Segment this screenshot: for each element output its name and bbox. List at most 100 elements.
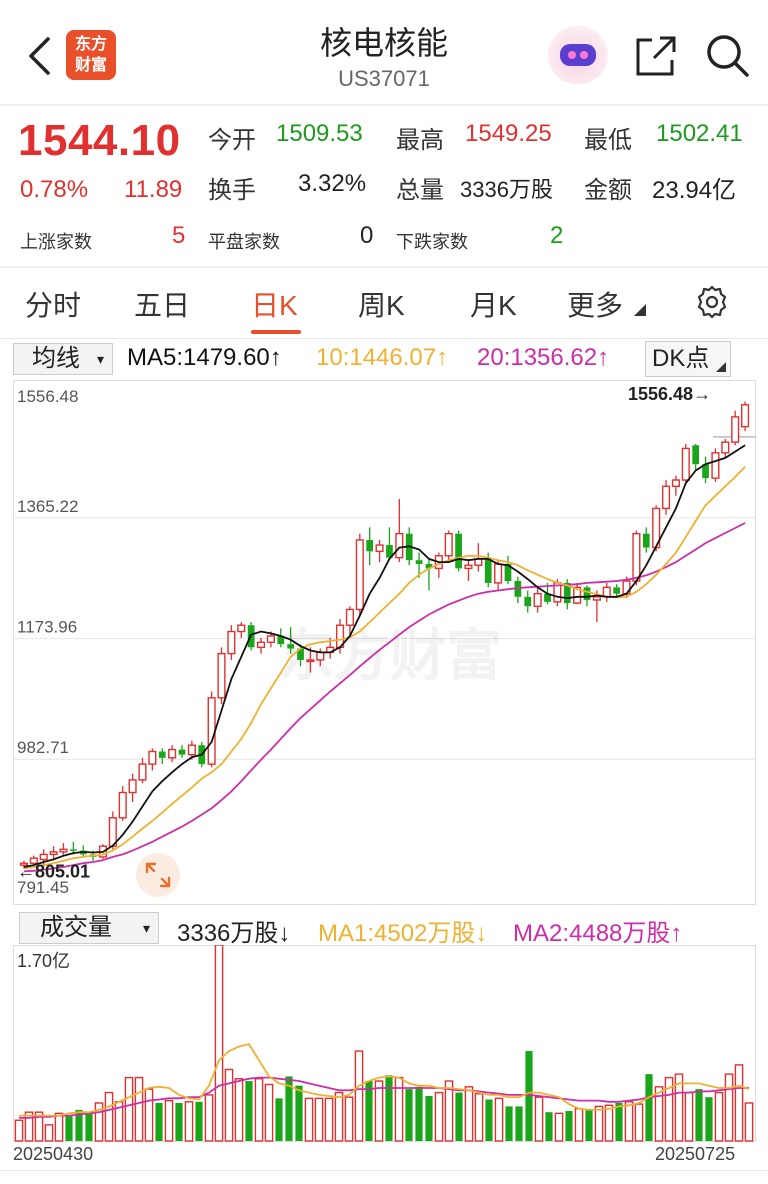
volume-bar [444,1080,454,1142]
volume-selector-label: 成交量 [40,914,112,941]
candle-body [59,848,68,853]
volume-bar [695,1089,703,1141]
volume-bar [425,1096,433,1141]
volume-bar [734,1064,744,1142]
volume-bar [65,1115,73,1141]
share-icon[interactable] [634,34,678,78]
search-icon[interactable] [704,32,750,78]
candle-body [573,586,582,604]
candle [366,527,374,566]
candle [375,539,384,563]
candle-body [49,851,58,856]
volume-bar [714,1091,724,1142]
candle-body [484,558,492,583]
tab-monthly-k[interactable]: 月K [470,290,517,321]
volume-bar [574,1108,584,1142]
volume-bar [75,1109,83,1141]
volume-bar [234,1078,244,1142]
back-arrow-icon[interactable] [26,36,52,76]
candle [563,579,571,610]
volume-bar [585,1109,593,1141]
volume-bar [144,1088,154,1142]
dk-point-button[interactable]: DK点 [645,341,731,377]
turnover-value: 3.32% [298,170,367,197]
settings-gear-icon[interactable] [694,284,730,320]
candle [524,590,532,613]
candle-body [375,544,384,553]
last-price: 1544.10 [18,116,181,165]
candle [256,637,266,654]
volume-indicator-selector[interactable]: 成交量 ▾ [19,912,159,944]
ma10-value: 10:1446.07↑ [316,344,449,371]
volume-bar [624,1101,634,1142]
max-price-marker: 1556.48→ [628,384,711,404]
volume-bar [674,1073,684,1142]
candle-body [702,464,709,479]
volume-axis-max: 1.70亿 [17,951,70,971]
tab-intraday[interactable]: 分时 [25,290,82,321]
volume-bar [314,1097,324,1142]
candle-body [29,857,38,864]
volume-bar [485,1099,493,1141]
app-logo[interactable]: 东方财富 [66,30,116,80]
high-label: 最高 [396,127,444,154]
tab-weekly-k[interactable]: 周K [358,290,405,321]
dropdown-caret-icon: ▾ [96,351,104,367]
ma20-value: 20:1356.62↑ [477,344,610,371]
volume-ma1-line [19,1043,750,1117]
candle-body [118,791,127,819]
kline-chart[interactable]: 1556.48 1365.22 1173.96 982.71 791.45 东方财富 1… [13,380,756,905]
candle-body [266,635,275,643]
candle [237,622,246,638]
candle-body [256,641,266,649]
candle-body [504,563,512,582]
candle [731,410,740,446]
open-value: 1509.53 [276,120,363,147]
volume-bar [405,1089,413,1141]
ma20-line [23,522,746,873]
candle [355,533,364,616]
candle-body [178,749,186,755]
candle-body [207,697,216,765]
expand-chart-button[interactable] [136,853,180,897]
candle [168,745,177,763]
tab-daily-k[interactable]: 日K [251,290,298,321]
indicator-selector[interactable]: 均线 ▾ [13,343,113,375]
ma-legend-row: 均线 ▾ MA5:1479.60↑ 10:1446.07↑ 20:1356.62… [0,340,768,378]
candle-body [425,563,433,569]
volume-chart[interactable]: 1.70亿 [13,945,756,1142]
candle-body [642,533,650,548]
amount-value: 23.94亿 [652,177,737,204]
tab-more[interactable]: 更多 [567,290,624,321]
volume-bar [415,1086,423,1141]
volume-bar [724,1073,734,1142]
robot-assistant-icon[interactable] [548,26,608,84]
volume-legend-row: 成交量 ▾ 3336万股↓ MA1:4502万股↓ MA2:4488万股↑ [0,910,768,947]
active-tab-underline [251,330,301,334]
up-count: 5 [172,222,186,249]
y-tick-label: 1173.96 [17,618,77,637]
candle-body [19,862,28,866]
volume-bar [24,1111,34,1142]
candle [702,456,709,484]
volume-bar [664,1076,674,1142]
volume-bar [54,1112,64,1142]
candle-body [306,659,315,663]
volume-bar [44,1124,54,1142]
candle [128,773,137,802]
change-value: 11.89 [124,176,183,203]
tab-five-day[interactable]: 五日 [134,290,191,321]
header-bar: 东方财富 核电核能 US37071 [0,0,768,104]
candle [138,757,147,784]
candle [49,846,58,859]
candle-body [533,592,542,607]
candle [544,582,551,605]
volume-bar [455,1092,463,1141]
flat-count: 0 [360,222,374,249]
candle-body [168,748,177,759]
candle [118,786,127,821]
candle-body [287,644,295,649]
volume-bar [324,1097,334,1142]
volume-bar [295,1085,303,1141]
security-code: US37071 [338,66,430,91]
